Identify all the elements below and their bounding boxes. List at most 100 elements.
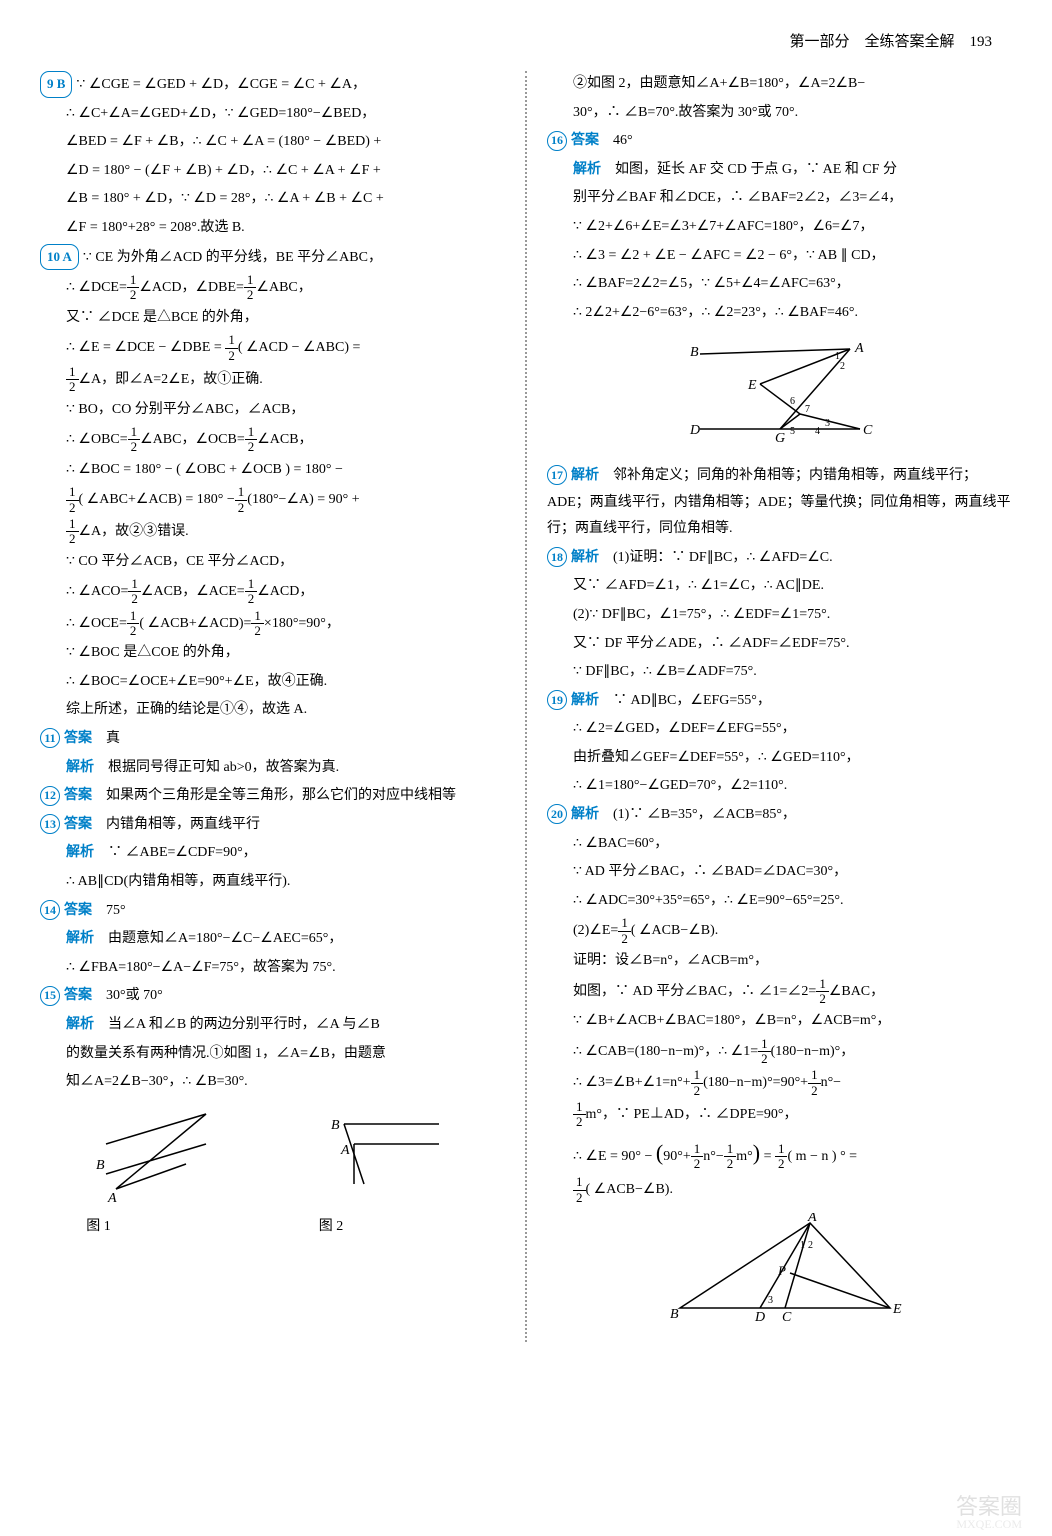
svg-text:7: 7 — [805, 404, 810, 415]
svg-text:B: B — [331, 1118, 340, 1133]
q20-l11: 12m°，∵ PE⊥AD，∴ ∠DPE=90°， — [547, 1100, 1012, 1130]
q10-l7: ∴ ∠OBC=12∠ABC，∠OCB=12∠ACB， — [40, 425, 505, 455]
q14-jx: 解析 由题意知∠A=180°−∠C−∠AEC=65°， — [40, 926, 505, 953]
q15-jx: 解析 当∠A 和∠B 的两边分别平行时，∠A 与∠B — [40, 1012, 505, 1039]
q18-l3: (2)∵ DF∥BC，∠1=75°，∴ ∠EDF=∠1=75°. — [547, 602, 1012, 629]
q10-l9: 12( ∠ABC+∠ACB) = 180° −12(180°−∠A) = 90°… — [40, 485, 505, 515]
q18: 18解析 (1)证明：∵ DF∥BC，∴ ∠AFD=∠C. — [547, 545, 1012, 572]
q16-l2: 别平分∠BAF 和∠DCE，∴ ∠BAF=2∠2，∠3=∠4， — [547, 185, 1012, 212]
q15c-l1: ②如图 2，由题意知∠A+∠B=180°，∠A=2∠B− — [547, 71, 1012, 98]
q12-num: 12 — [40, 786, 60, 806]
q18-l2: 又∵ ∠AFD=∠1，∴ ∠1=∠C，∴ AC∥DE. — [547, 573, 1012, 600]
watermark-url: MXQE.COM — [956, 1517, 1022, 1532]
svg-text:D: D — [754, 1310, 765, 1323]
svg-text:2: 2 — [808, 1240, 813, 1251]
q20-num: 20 — [547, 804, 567, 824]
q20-svg: A B D C E P 1 2 3 — [650, 1213, 910, 1323]
q10-l13: ∴ ∠OCE=12( ∠ACB+∠ACD)=12×180°=90°， — [40, 609, 505, 639]
q9-l4: ∠B = 180° + ∠D，∵ ∠D = 28°，∴ ∠A + ∠B + ∠C… — [40, 186, 505, 213]
q13-l2: ∴ AB∥CD(内错角相等，两直线平行). — [40, 869, 505, 896]
q20-l6: 证明：设∠B=n°，∠ACB=m°， — [547, 948, 1012, 975]
q10-l8: ∴ ∠BOC = 180° − ( ∠OBC + ∠OCB ) = 180° − — [40, 457, 505, 484]
q16-diagram: B A E D G C 1 2 6 7 3 4 5 — [547, 334, 1012, 455]
q15-l2: 的数量关系有两种情况.①如图 1，∠A=∠B，由题意 — [40, 1041, 505, 1068]
svg-text:C: C — [782, 1310, 792, 1323]
q20-l2: ∴ ∠BAC=60°， — [547, 831, 1012, 858]
q10-head: 10 A∵ CE 为外角∠ACD 的平分线，BE 平分∠ABC， — [40, 244, 505, 272]
q9-l1: ∴ ∠C+∠A=∠GED+∠D，∵ ∠GED=180°−∠BED， — [40, 101, 505, 128]
q16-l5: ∴ ∠BAF=2∠2=∠5，∵ ∠5+∠4=∠AFC=63°， — [547, 271, 1012, 298]
svg-text:C: C — [863, 423, 873, 438]
diagram-fig2: B A 图 2 — [319, 1104, 459, 1241]
q14: 14答案 75° — [40, 898, 505, 925]
q16: 16答案 46° — [547, 128, 1012, 155]
q10-l3: 又∵ ∠DCE 是△BCE 的外角， — [40, 305, 505, 332]
q10-l12: ∴ ∠ACO=12∠ACB，∠ACE=12∠ACD， — [40, 577, 505, 607]
q9-l3: ∠D = 180° − (∠F + ∠B) + ∠D，∴ ∠C + ∠A + ∠… — [40, 158, 505, 185]
q10-l5: 12∠A，即∠A=2∠E，故①正确. — [40, 365, 505, 395]
q10-l10: 12∠A，故②③错误. — [40, 517, 505, 547]
q19-l2: ∴ ∠2=∠GED，∠DEF=∠EFG=55°， — [547, 716, 1012, 743]
svg-text:3: 3 — [768, 1295, 773, 1306]
svg-text:3: 3 — [825, 418, 830, 429]
q10-l16: 综上所述，正确的结论是①④，故选 A. — [40, 697, 505, 724]
q13-jx: 解析 ∵ ∠ABE=∠CDF=90°， — [40, 840, 505, 867]
q11-num: 11 — [40, 728, 60, 748]
svg-text:E: E — [892, 1302, 902, 1317]
fig2-label: 图 2 — [319, 1214, 459, 1241]
svg-text:4: 4 — [815, 426, 820, 437]
q10-l4: ∴ ∠E = ∠DCE − ∠DBE = 12( ∠ACD − ∠ABC) = — [40, 333, 505, 363]
svg-text:1: 1 — [800, 1240, 805, 1251]
q16-num: 16 — [547, 131, 567, 151]
right-column: ②如图 2，由题意知∠A+∠B=180°，∠A=2∠B− 30°，∴ ∠B=70… — [547, 71, 1012, 1342]
q15: 15答案 30°或 70° — [40, 983, 505, 1010]
svg-text:G: G — [775, 431, 785, 444]
q14-num: 14 — [40, 900, 60, 920]
svg-text:B: B — [96, 1158, 105, 1173]
q10-l11: ∵ CO 平分∠ACB，CE 平分∠ACD， — [40, 549, 505, 576]
q13-num: 13 — [40, 814, 60, 834]
q19-l3: 由折叠知∠GEF=∠DEF=55°，∴ ∠GED=110°， — [547, 745, 1012, 772]
column-divider — [525, 71, 527, 1342]
page-body: 9 B ∵ ∠CGE = ∠GED + ∠D，∠CGE = ∠C + ∠A， ∴ … — [40, 71, 1012, 1342]
q10-num: 10 A — [40, 244, 79, 271]
q16-l4: ∴ ∠3 = ∠2 + ∠E − ∠AFC = ∠2 − 6°，∵ AB ∥ C… — [547, 243, 1012, 270]
q12: 12答案 如果两个三角形是全等三角形，那么它们的对应中线相等 — [40, 783, 505, 810]
q15c-l2: 30°，∴ ∠B=70°.故答案为 30°或 70°. — [547, 100, 1012, 127]
q20-l5: (2)∠E=12( ∠ACB−∠B). — [547, 916, 1012, 946]
q17-num: 17 — [547, 465, 567, 485]
q18-l4: 又∵ DF 平分∠ADE，∴ ∠ADF=∠EDF=75°. — [547, 631, 1012, 658]
q16-l3: ∵ ∠2+∠6+∠E=∠3+∠7+∠AFC=180°，∠6=∠7， — [547, 214, 1012, 241]
q10-l15: ∴ ∠BOC=∠OCE+∠E=90°+∠E，故④正确. — [40, 669, 505, 696]
diagram-fig1: B A 图 1 — [86, 1104, 226, 1241]
q9-num: 9 B — [40, 71, 72, 98]
svg-text:P: P — [777, 1263, 786, 1278]
page-header: 第一部分 全练答案全解 193 — [40, 30, 1012, 51]
q13: 13答案 内错角相等，两直线平行 — [40, 812, 505, 839]
q20-l4: ∴ ∠ADC=30°+35°=65°，∴ ∠E=90°−65°=25°. — [547, 888, 1012, 915]
q20-l12: ∴ ∠E = 90° − (90°+12n°−12m°) = 12( m − n… — [547, 1132, 1012, 1174]
fig2-svg: B A — [319, 1104, 459, 1204]
q15-l3: 知∠A=2∠B−30°，∴ ∠B=30°. — [40, 1069, 505, 1096]
header-page: 193 — [970, 34, 993, 50]
q9-l2: ∠BED = ∠F + ∠B，∴ ∠C + ∠A = (180° − ∠BED)… — [40, 129, 505, 156]
q9-l0: ∵ ∠CGE = ∠GED + ∠D，∠CGE = ∠C + ∠A， — [76, 77, 366, 92]
q16-l6: ∴ 2∠2+∠2−6°=63°，∴ ∠2=23°，∴ ∠BAF=46°. — [547, 300, 1012, 327]
left-column: 9 B ∵ ∠CGE = ∠GED + ∠D，∠CGE = ∠C + ∠A， ∴ … — [40, 71, 505, 1342]
q19-num: 19 — [547, 690, 567, 710]
q20: 20解析 (1)∵ ∠B=35°，∠ACB=85°， — [547, 802, 1012, 829]
q19-l4: ∴ ∠1=180°−∠GED=70°，∠2=110°. — [547, 773, 1012, 800]
q15-diagrams: B A 图 1 B A 图 2 — [40, 1104, 505, 1241]
svg-text:D: D — [689, 423, 700, 438]
answer-label: 答案 — [64, 731, 92, 746]
svg-text:A: A — [807, 1213, 817, 1225]
q10-l14: ∵ ∠BOC 是△COE 的外角， — [40, 640, 505, 667]
svg-text:2: 2 — [840, 361, 845, 372]
svg-text:A: A — [340, 1143, 350, 1158]
fig1-svg: B A — [86, 1104, 226, 1204]
svg-text:A: A — [854, 341, 864, 356]
q11: 11答案 真 — [40, 726, 505, 753]
svg-text:B: B — [670, 1307, 679, 1322]
q20-diagram: A B D C E P 1 2 3 — [547, 1213, 1012, 1334]
q18-num: 18 — [547, 547, 567, 567]
